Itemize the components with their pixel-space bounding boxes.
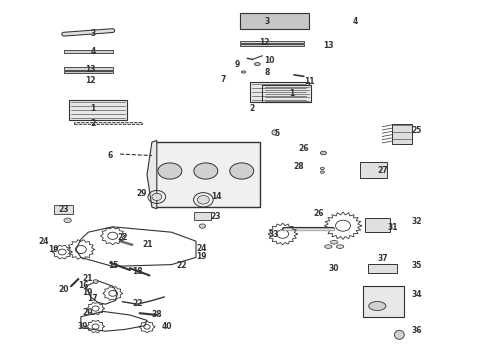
Text: 29: 29: [137, 189, 147, 198]
Text: 21: 21: [83, 274, 93, 283]
Polygon shape: [147, 140, 157, 209]
Text: 33: 33: [269, 230, 279, 239]
Ellipse shape: [230, 163, 254, 179]
Text: 28: 28: [293, 162, 304, 171]
Bar: [240, 44, 304, 46]
Text: 14: 14: [211, 192, 221, 202]
Text: 2: 2: [249, 104, 255, 113]
Text: 22: 22: [176, 261, 187, 270]
Text: 16: 16: [78, 281, 88, 290]
Text: 27: 27: [377, 166, 388, 175]
Bar: [64, 50, 113, 53]
Text: 3: 3: [90, 29, 96, 38]
Text: 22: 22: [118, 233, 128, 242]
Ellipse shape: [394, 330, 404, 339]
Text: 20: 20: [83, 307, 93, 317]
Text: 13: 13: [323, 41, 334, 50]
Ellipse shape: [254, 63, 260, 66]
Ellipse shape: [325, 245, 332, 248]
Bar: [64, 67, 113, 70]
Ellipse shape: [320, 167, 324, 170]
Bar: [69, 100, 127, 120]
Text: 12: 12: [85, 76, 96, 85]
Ellipse shape: [158, 163, 182, 179]
Text: 30: 30: [328, 264, 339, 274]
Text: 19: 19: [196, 252, 206, 261]
Bar: [365, 218, 390, 232]
Text: 36: 36: [412, 325, 422, 335]
Text: 15: 15: [108, 261, 118, 270]
Text: 23: 23: [58, 205, 69, 214]
Ellipse shape: [64, 218, 72, 222]
Ellipse shape: [369, 301, 386, 310]
Ellipse shape: [320, 171, 324, 174]
Text: 19: 19: [49, 245, 59, 254]
Text: 24: 24: [39, 237, 49, 246]
Text: 21: 21: [142, 240, 152, 249]
Text: 17: 17: [87, 294, 98, 303]
Text: 22: 22: [132, 299, 143, 308]
Bar: [363, 286, 404, 317]
Text: 13: 13: [85, 66, 96, 75]
Text: 7: 7: [220, 75, 225, 84]
Bar: [152, 142, 260, 207]
Circle shape: [197, 195, 209, 204]
Text: 35: 35: [412, 261, 422, 270]
Text: 19: 19: [83, 288, 93, 297]
Ellipse shape: [336, 245, 344, 248]
Ellipse shape: [242, 71, 245, 73]
Text: 38: 38: [152, 310, 163, 319]
Bar: [240, 41, 304, 43]
Bar: [64, 71, 113, 73]
Bar: [54, 205, 73, 214]
Bar: [240, 13, 309, 29]
Text: 4: 4: [90, 47, 96, 56]
Text: 10: 10: [265, 56, 275, 65]
Text: 4: 4: [353, 17, 358, 26]
Text: 37: 37: [377, 253, 388, 263]
Text: 26: 26: [298, 144, 309, 153]
Bar: [74, 122, 142, 124]
Text: 26: 26: [314, 209, 324, 217]
Text: 31: 31: [387, 223, 397, 233]
Text: 23: 23: [211, 212, 221, 220]
Text: 39: 39: [78, 322, 88, 331]
Text: 34: 34: [412, 289, 422, 299]
Ellipse shape: [330, 240, 338, 244]
Bar: [194, 212, 211, 220]
Text: 1: 1: [289, 89, 294, 98]
Text: 20: 20: [58, 284, 69, 294]
Text: 11: 11: [304, 77, 314, 86]
Text: 12: 12: [259, 38, 270, 47]
Text: 2: 2: [90, 119, 96, 128]
Text: 8: 8: [265, 68, 270, 77]
Text: 18: 18: [132, 266, 143, 276]
Bar: [360, 162, 387, 178]
Ellipse shape: [272, 130, 277, 135]
Ellipse shape: [320, 151, 326, 155]
Text: 25: 25: [412, 126, 422, 135]
Ellipse shape: [93, 280, 98, 283]
Text: 6: 6: [107, 152, 113, 161]
Ellipse shape: [194, 163, 218, 179]
Ellipse shape: [199, 224, 206, 228]
Text: 24: 24: [196, 244, 206, 253]
Text: 9: 9: [235, 60, 240, 69]
Text: 5: 5: [274, 129, 279, 138]
Text: 32: 32: [412, 217, 422, 226]
Bar: [392, 124, 412, 144]
Bar: [262, 85, 311, 102]
Text: 1: 1: [90, 104, 96, 113]
Circle shape: [152, 193, 162, 201]
Text: 40: 40: [162, 322, 172, 331]
Bar: [250, 82, 309, 102]
Text: 3: 3: [264, 17, 270, 26]
Bar: [368, 264, 397, 273]
